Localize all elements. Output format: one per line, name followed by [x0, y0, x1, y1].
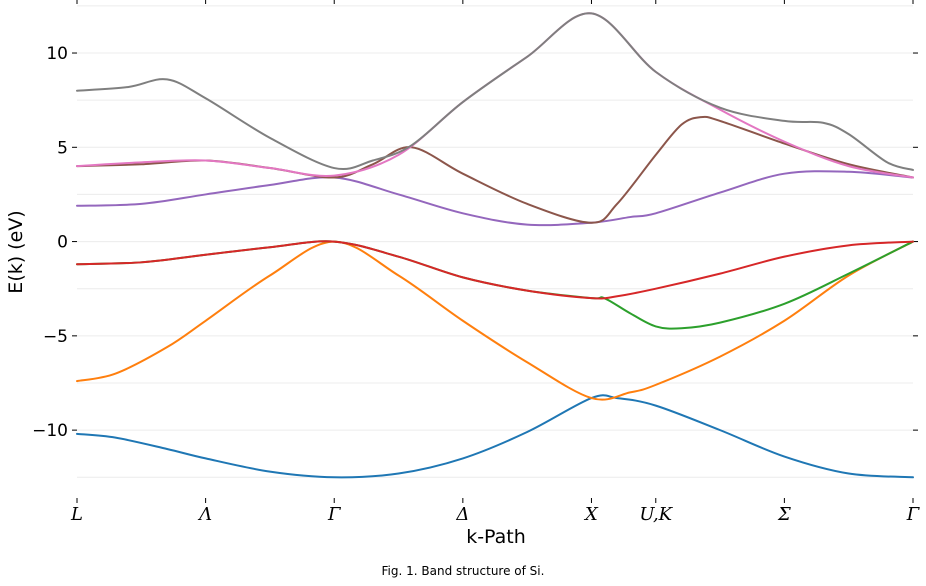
band-line-2 — [76, 240, 914, 401]
y-tick-label: 0 — [57, 233, 68, 253]
tick-labels: 10 5 0 −5 −10 L Λ Γ Δ X U,K Σ Γ — [32, 44, 921, 525]
x-tick-label: U,K — [639, 504, 673, 525]
x-tick-label: Γ — [327, 504, 342, 525]
x-tick-label: L — [70, 504, 83, 525]
x-tick-label: Λ — [197, 504, 212, 525]
x-axis-label: k-Path — [466, 526, 526, 548]
band-line-6 — [76, 115, 914, 224]
y-tick-label: 5 — [57, 138, 68, 158]
x-tick-label: X — [583, 504, 599, 525]
band-line-4 — [76, 240, 914, 300]
x-tick-label: Σ — [777, 504, 791, 525]
y-tick-label: −5 — [43, 327, 68, 347]
figure-caption: Fig. 1. Band structure of Si. — [381, 564, 545, 578]
band-series — [76, 12, 914, 479]
x-tick-label: Δ — [455, 504, 469, 525]
y-tick-label: 10 — [46, 44, 68, 64]
grid-lines — [77, 5, 913, 478]
y-tick-label: −10 — [32, 421, 68, 441]
band-line-1 — [76, 394, 914, 479]
band-line-8 — [76, 12, 914, 171]
y-axis-label: E(k) (eV) — [5, 210, 27, 293]
x-tick-label: Γ — [906, 504, 921, 525]
axis-ticks — [72, 0, 918, 503]
band-line-5 — [76, 170, 914, 227]
